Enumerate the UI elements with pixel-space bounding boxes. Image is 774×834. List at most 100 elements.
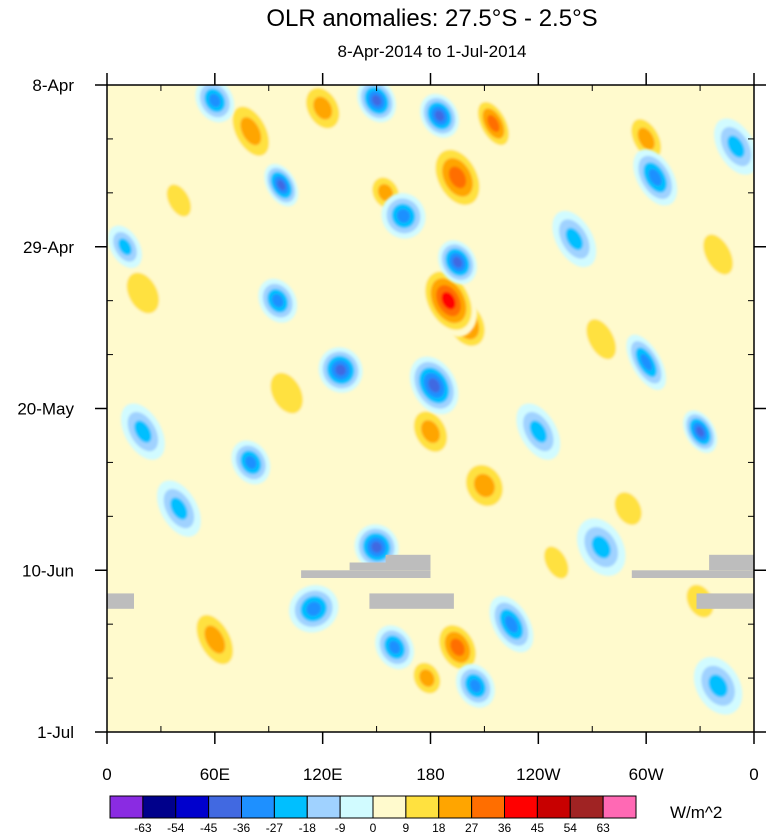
anomaly-contour (270, 372, 303, 414)
anomaly-feature (406, 402, 455, 461)
anomaly-contour (126, 272, 160, 314)
anomaly-contour (487, 114, 500, 133)
colorbar-swatch (569, 795, 604, 819)
plot-area (107, 85, 754, 732)
colorbar-swatch (109, 795, 144, 819)
anomaly-contour (648, 168, 662, 186)
anomaly-contour (277, 179, 286, 191)
anomaly-contour (244, 455, 257, 470)
colorbar-label: 45 (531, 821, 545, 834)
colorbar: -63 -54 -45 -36 -27 -18 -9 0 9 18 27 36 45 54 63 (109, 795, 637, 834)
anomaly-feature (264, 163, 299, 207)
colorbar-label: -36 (233, 821, 251, 834)
anomaly-contour (240, 117, 262, 146)
anomaly-contour (450, 638, 465, 657)
anomaly-contour (421, 420, 440, 444)
y-tick-label: 20-May (17, 400, 74, 419)
colorbar-swatch (339, 795, 374, 819)
anomaly-feature (318, 347, 363, 393)
anomaly-feature (457, 455, 511, 516)
anomaly-feature (714, 118, 754, 175)
colorbar-label: -45 (200, 821, 218, 834)
anomaly-contour (335, 364, 347, 376)
colorbar-swatch (536, 795, 571, 819)
x-tick-label: 120W (516, 765, 560, 784)
missing-data-region (107, 593, 134, 609)
anomaly-contour (529, 420, 547, 443)
anomaly-contour (708, 674, 728, 698)
anomaly-feature (409, 356, 459, 415)
anomaly-contour (434, 110, 445, 122)
anomaly-contour (134, 420, 152, 443)
anomaly-feature (357, 85, 397, 123)
chart-title: OLR anomalies: 27.5°S - 2.5°S (266, 5, 597, 32)
anomaly-feature (289, 585, 339, 633)
x-tick-label: 60E (200, 765, 230, 784)
anomaly-contour (473, 473, 495, 498)
colorbar-swatch (208, 795, 243, 819)
anomaly-contour (586, 319, 617, 360)
anomaly-contour (428, 378, 441, 393)
anomaly-feature (691, 219, 745, 290)
colorbar-label: -54 (167, 821, 185, 834)
anomaly-feature (224, 95, 278, 167)
anomaly-feature (298, 85, 347, 138)
anomaly-contour (591, 535, 611, 559)
x-tick-label: 120E (303, 765, 343, 784)
anomaly-feature (626, 334, 667, 390)
axes: 8-Apr 29-Apr 20-May 10-Jun 1-Jul 0 60E 120E 180 1… (17, 73, 766, 784)
anomaly-contour (419, 669, 435, 687)
y-tick-label: 8-Apr (32, 76, 74, 95)
anomaly-contour (208, 93, 221, 108)
anomaly-contour (313, 96, 333, 120)
missing-data-layer (107, 554, 754, 609)
colorbar-swatch (504, 795, 538, 819)
colorbar-label: 54 (564, 821, 578, 834)
anomaly-feature (195, 85, 235, 123)
x-tick-label: 60W (629, 765, 664, 784)
anomaly-feature (258, 357, 316, 430)
anomaly-feature (534, 534, 578, 591)
anomaly-feature (420, 93, 459, 138)
anomaly-feature (231, 440, 271, 485)
anomaly-contour (565, 227, 583, 251)
x-tick-label: 180 (416, 765, 444, 784)
colorbar-label: -27 (266, 821, 284, 834)
anomaly-feature (114, 257, 172, 329)
missing-data-region (369, 593, 454, 609)
anomaly-contour (204, 625, 226, 654)
anomaly-feature (489, 596, 534, 653)
anomaly-feature (120, 403, 165, 460)
colorbar-label: 36 (498, 821, 512, 834)
anomaly-feature (576, 518, 626, 576)
colorbar-swatch (241, 795, 275, 819)
anomaly-feature (455, 663, 495, 708)
colorbar-swatch (438, 795, 473, 819)
colorbar-label: 18 (432, 821, 446, 834)
chart-subtitle: 8-Apr-2014 to 1-Jul-2014 (337, 42, 526, 61)
anomaly-feature (407, 656, 447, 701)
anomaly-contour (396, 209, 411, 223)
anomaly-feature (108, 225, 142, 269)
colorbar-label: -18 (299, 821, 317, 834)
anomaly-feature (683, 410, 718, 453)
x-tick-label: 0 (749, 765, 758, 784)
anomaly-feature (433, 618, 482, 677)
colorbar-label: 0 (370, 821, 377, 834)
anomaly-contour (703, 234, 733, 275)
anomaly-contour (371, 541, 383, 553)
anomaly-feature (438, 240, 477, 285)
anomaly-feature (574, 303, 628, 375)
anomaly-feature (516, 403, 561, 460)
anomaly-contour (614, 492, 642, 525)
colorbar-swatch (175, 795, 210, 819)
colorbar-swatch (471, 795, 506, 819)
anomaly-feature (428, 141, 487, 214)
anomaly-feature (604, 479, 653, 538)
y-tick-label: 1-Jul (37, 723, 74, 742)
y-tick-label: 10-Jun (22, 561, 74, 580)
anomaly-contour (544, 546, 569, 579)
anomaly-contour (388, 640, 401, 654)
anomaly-feature (157, 172, 201, 229)
anomaly-feature (375, 625, 415, 670)
